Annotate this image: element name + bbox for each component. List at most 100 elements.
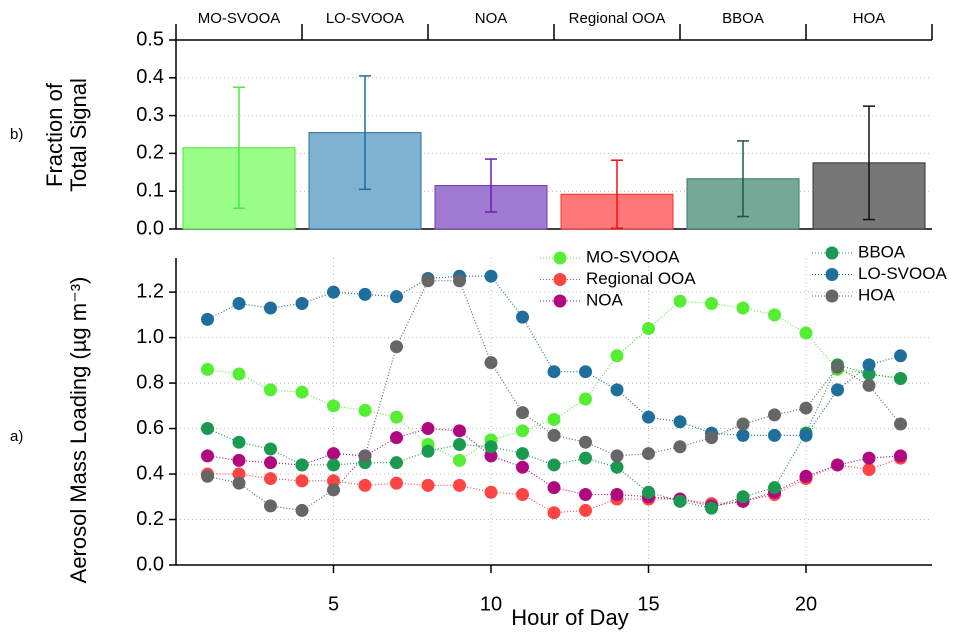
point bbox=[673, 294, 687, 308]
point bbox=[862, 451, 876, 465]
point bbox=[453, 453, 466, 467]
point bbox=[579, 503, 592, 517]
point bbox=[642, 321, 655, 335]
point bbox=[358, 287, 372, 301]
point bbox=[201, 449, 214, 463]
point bbox=[201, 312, 214, 326]
point bbox=[264, 301, 277, 315]
point bbox=[421, 274, 435, 288]
point bbox=[642, 447, 655, 461]
panel-label: b) bbox=[10, 126, 23, 143]
y-tick-label: 0.4 bbox=[136, 462, 164, 484]
point bbox=[610, 349, 624, 363]
point bbox=[484, 440, 498, 454]
x-tick-label: 15 bbox=[637, 593, 659, 615]
point bbox=[799, 326, 813, 340]
panel-label: a) bbox=[10, 428, 23, 445]
point bbox=[673, 440, 687, 454]
legend-marker bbox=[553, 251, 567, 265]
point bbox=[862, 358, 876, 372]
point bbox=[831, 383, 844, 397]
point bbox=[862, 378, 876, 392]
point bbox=[390, 290, 403, 304]
legend-label: NOA bbox=[586, 290, 624, 309]
point bbox=[579, 488, 592, 502]
point bbox=[610, 449, 624, 463]
y-tick-label: 0.2 bbox=[136, 142, 164, 164]
point bbox=[862, 367, 876, 381]
point bbox=[579, 451, 592, 465]
point bbox=[673, 494, 687, 508]
point bbox=[484, 449, 498, 463]
point bbox=[201, 422, 214, 436]
category-label: BBOA bbox=[722, 10, 764, 27]
point bbox=[799, 428, 813, 442]
point bbox=[547, 365, 561, 379]
point bbox=[327, 474, 340, 488]
point bbox=[516, 447, 529, 461]
point bbox=[799, 401, 813, 415]
point bbox=[736, 490, 750, 504]
point bbox=[327, 399, 340, 413]
y-axis-label: Aerosol Mass Loading (µg m⁻³) bbox=[66, 277, 91, 584]
point bbox=[327, 285, 340, 299]
legend-label: Regional OOA bbox=[586, 269, 696, 288]
point bbox=[705, 501, 718, 515]
point bbox=[421, 478, 435, 492]
point bbox=[516, 406, 529, 420]
point bbox=[768, 481, 781, 495]
y-tick-label: 0.2 bbox=[136, 508, 164, 530]
point bbox=[232, 435, 246, 449]
series-line bbox=[207, 300, 901, 462]
point bbox=[453, 274, 466, 288]
point bbox=[327, 447, 340, 461]
legend-marker bbox=[825, 268, 839, 281]
x-tick-label: 10 bbox=[480, 593, 502, 615]
point bbox=[264, 499, 277, 513]
point bbox=[579, 435, 592, 449]
x-tick-label: 5 bbox=[328, 593, 339, 615]
point bbox=[705, 296, 718, 310]
point bbox=[705, 431, 718, 445]
point bbox=[295, 474, 309, 488]
point bbox=[894, 349, 907, 363]
legend-label: LO-SVOOA bbox=[858, 264, 947, 283]
y-tick-label: 0.0 bbox=[136, 553, 164, 575]
legend-marker bbox=[553, 273, 567, 286]
point bbox=[421, 422, 435, 436]
y-tick-label: 0.6 bbox=[136, 417, 164, 439]
point bbox=[799, 469, 813, 483]
point bbox=[547, 458, 561, 472]
point bbox=[642, 485, 655, 499]
point bbox=[768, 428, 781, 442]
legend-label: BBOA bbox=[858, 242, 906, 261]
y-tick-label: 1.0 bbox=[136, 326, 164, 348]
point bbox=[390, 431, 403, 445]
point bbox=[264, 383, 277, 397]
point bbox=[295, 458, 309, 472]
series-line bbox=[207, 280, 901, 512]
y-tick-label: 0.3 bbox=[136, 104, 164, 126]
point bbox=[390, 476, 403, 490]
point bbox=[201, 362, 214, 376]
point bbox=[358, 478, 372, 492]
legend-label: HOA bbox=[858, 285, 896, 304]
point bbox=[547, 428, 561, 442]
point bbox=[736, 417, 750, 431]
point bbox=[894, 449, 907, 463]
point bbox=[516, 460, 529, 474]
point bbox=[232, 367, 246, 381]
category-label: LO-SVOOA bbox=[326, 10, 404, 27]
point bbox=[484, 269, 498, 283]
x-tick-label: 20 bbox=[795, 593, 817, 615]
y-tick-label: 0.8 bbox=[136, 371, 164, 393]
point bbox=[579, 392, 592, 406]
category-label: HOA bbox=[853, 10, 886, 27]
legend-marker bbox=[825, 289, 839, 303]
point bbox=[453, 424, 466, 438]
point bbox=[327, 483, 340, 497]
point bbox=[831, 360, 844, 374]
point bbox=[894, 417, 907, 431]
